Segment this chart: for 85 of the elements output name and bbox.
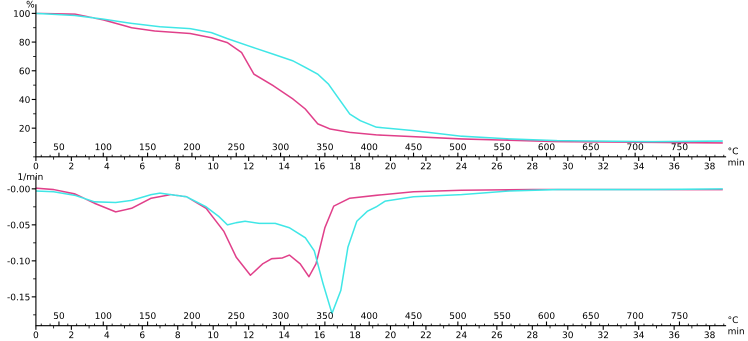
- x-tick-label: 6: [140, 331, 145, 338]
- x-tick-label: 0: [34, 162, 38, 170]
- x2-tick-label: 700: [627, 143, 644, 150]
- x-tick-label: 8: [175, 331, 180, 338]
- x-tick-label: 36: [669, 331, 680, 338]
- y-axis-title: %: [26, 0, 34, 8]
- x2-tick-label: 150: [140, 312, 156, 320]
- x-tick-label: 34: [634, 331, 644, 338]
- y-tick-label: -0.10: [7, 258, 30, 264]
- x-tick-label: 28: [527, 162, 538, 170]
- x-tick-label: 38: [704, 162, 715, 170]
- y-tick-label: 40: [19, 96, 30, 104]
- x2-tick-label: 50: [54, 143, 64, 150]
- x2-tick-label: 100: [96, 143, 112, 150]
- x-tick-label: 8: [175, 162, 180, 170]
- x-tick-label: 2: [69, 331, 74, 338]
- x2-tick-label: 300: [272, 312, 289, 320]
- x2-tick-label: 300: [272, 143, 289, 150]
- x2-tick-label: 150: [140, 143, 156, 150]
- y-axis-title: 1/min: [18, 173, 43, 181]
- x2-axis-title: °C: [728, 316, 738, 324]
- x2-tick-label: 550: [494, 312, 510, 320]
- x2-tick-label: 550: [494, 143, 510, 150]
- x2-tick-label: 50: [54, 312, 64, 320]
- y-tick-label: 20: [20, 124, 30, 132]
- x2-tick-label: 400: [361, 312, 378, 320]
- x-tick-label: 16: [314, 162, 325, 170]
- x2-tick-label: 350: [316, 312, 333, 320]
- x2-tick-label: 750: [672, 312, 688, 320]
- x-tick-label: 10: [208, 331, 218, 338]
- x2-tick-label: 650: [582, 312, 599, 320]
- x-tick-label: 32: [598, 162, 608, 170]
- y-tick-label: -0.05: [7, 222, 30, 228]
- x-tick-label: 26: [492, 331, 502, 338]
- x-tick-label: 14: [279, 162, 290, 170]
- y-tick-label: -0.00: [7, 186, 30, 192]
- x-tick-label: 20: [385, 331, 396, 338]
- y-tick-label: 100: [14, 10, 30, 17]
- x-tick-label: 36: [669, 162, 680, 170]
- x-tick-label: 12: [244, 162, 254, 170]
- x-tick-label: 32: [598, 331, 608, 338]
- x-axis-title: min: [728, 158, 744, 166]
- x-axis-title: min: [728, 327, 744, 334]
- x2-tick-label: 600: [538, 143, 555, 150]
- x2-tick-label: 600: [538, 312, 555, 320]
- x-tick-label: 6: [140, 162, 145, 170]
- x2-tick-label: 700: [627, 312, 644, 320]
- x-tick-label: 34: [634, 162, 644, 170]
- y-tick-label: -0.15: [7, 294, 30, 300]
- x-tick-label: 22: [420, 162, 431, 170]
- x-tick-label: 24: [456, 162, 467, 170]
- y-tick-label: 60: [19, 68, 30, 74]
- x2-tick-label: 350: [316, 143, 333, 150]
- x2-tick-label: 400: [361, 143, 378, 150]
- x-tick-label: 22: [420, 331, 431, 338]
- x-tick-label: 20: [385, 162, 396, 170]
- x2-tick-label: 750: [672, 143, 688, 150]
- x-tick-label: 24: [456, 331, 467, 338]
- x2-tick-label: 500: [450, 312, 466, 320]
- x-tick-label: 30: [562, 162, 573, 170]
- x-tick-label: 18: [350, 162, 360, 170]
- x2-tick-label: 250: [228, 312, 244, 320]
- x2-tick-label: 200: [184, 143, 200, 150]
- x-tick-label: 14: [279, 331, 290, 338]
- x2-tick-label: 500: [450, 143, 466, 150]
- x-tick-label: 16: [314, 331, 325, 338]
- x-tick-label: 12: [244, 331, 254, 338]
- x2-tick-label: 200: [184, 312, 200, 320]
- x2-tick-label: 100: [96, 312, 112, 320]
- x-tick-label: 0: [34, 331, 38, 338]
- x-tick-label: 4: [104, 331, 110, 338]
- x2-tick-label: 250: [228, 143, 244, 150]
- x2-tick-label: 450: [405, 143, 422, 150]
- x-tick-label: 10: [208, 162, 218, 170]
- x-tick-label: 2: [69, 162, 74, 170]
- x-tick-label: 28: [527, 331, 538, 338]
- x2-axis-title: °C: [728, 148, 738, 154]
- x2-tick-label: 650: [582, 143, 599, 150]
- x-tick-label: 30: [562, 331, 573, 338]
- y-tick-label: 80: [19, 38, 30, 46]
- x-tick-label: 18: [350, 331, 360, 338]
- x-tick-label: 38: [704, 331, 715, 338]
- x-tick-label: 26: [492, 162, 502, 170]
- x-tick-label: 4: [104, 162, 110, 170]
- x2-tick-label: 450: [405, 312, 422, 320]
